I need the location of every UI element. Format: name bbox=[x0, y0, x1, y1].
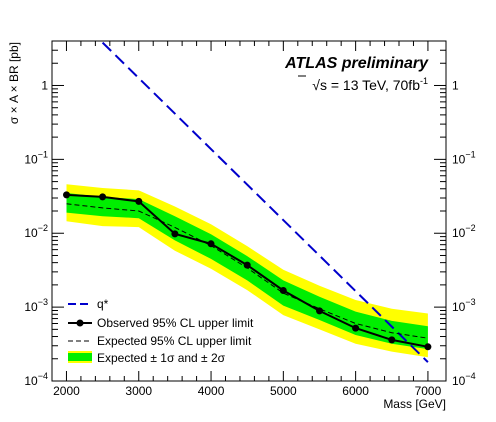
y-axis-ticks: 1 1 10−1 10−1 10−2 10−2 10−3 10−3 10−4 10−4 bbox=[24, 40, 476, 388]
chart-subtitle: √s = 13 TeV, 70fb-1 bbox=[312, 76, 428, 93]
y-tick-label-right: 10−2 bbox=[452, 223, 476, 240]
legend-observed-label: Observed 95% CL upper limit bbox=[97, 316, 254, 330]
y-tick-label-right: 10−1 bbox=[452, 149, 476, 166]
legend-band-label: Expected ± 1σ and ± 2σ bbox=[97, 351, 226, 365]
observed-point bbox=[135, 197, 143, 205]
observed-point bbox=[207, 240, 215, 248]
x-axis-label: Mass [GeV] bbox=[383, 397, 446, 411]
observed-point bbox=[316, 307, 323, 315]
y-axis-label: σ × A × BR [pb] bbox=[7, 42, 21, 124]
observed-point bbox=[424, 343, 432, 351]
observed-point bbox=[352, 324, 360, 332]
x-tick-label: 4000 bbox=[198, 384, 225, 398]
y-tick-label: 1 bbox=[41, 78, 48, 92]
x-tick-label: 5000 bbox=[270, 384, 297, 398]
legend-theory-label: q* bbox=[97, 297, 109, 311]
legend-expected-label: Expected 95% CL upper limit bbox=[97, 334, 252, 348]
observed-point bbox=[279, 287, 287, 294]
subtitle-text: √s = 13 TeV, 70fb bbox=[312, 77, 420, 93]
y-tick-label-right: 10−4 bbox=[452, 371, 476, 388]
observed-point bbox=[388, 336, 396, 344]
expected-bands bbox=[66, 184, 428, 358]
y-tick-label: 10−2 bbox=[24, 223, 48, 240]
legend-observed-marker bbox=[76, 319, 84, 327]
subtitle-exponent: -1 bbox=[420, 76, 428, 86]
observed-point bbox=[171, 230, 179, 238]
y-tick-label-right: 10−3 bbox=[452, 297, 476, 314]
x-tick-label: 3000 bbox=[125, 384, 152, 398]
x-tick-label: 2000 bbox=[53, 384, 80, 398]
series-expected-line bbox=[66, 203, 428, 339]
chart-title: ATLAS preliminary bbox=[284, 55, 429, 72]
series-theory-line bbox=[101, 41, 429, 363]
legend-band-1sigma-swatch bbox=[68, 353, 92, 361]
limit-lines bbox=[63, 41, 432, 363]
y-tick-label: 10−4 bbox=[24, 371, 48, 388]
y-tick-label: 10−1 bbox=[24, 149, 48, 166]
band-1sigma bbox=[66, 193, 428, 350]
x-axis-ticks: 2000 3000 4000 5000 6000 7000 bbox=[53, 41, 442, 398]
observed-point bbox=[63, 191, 70, 199]
x-tick-label: 6000 bbox=[342, 384, 369, 398]
y-tick-label: 10−3 bbox=[24, 297, 48, 314]
x-tick-label: 7000 bbox=[415, 384, 442, 398]
y-tick-label-right: 1 bbox=[452, 78, 459, 92]
legend: q* Observed 95% CL upper limit Expected … bbox=[68, 297, 254, 365]
observed-point bbox=[99, 193, 107, 201]
